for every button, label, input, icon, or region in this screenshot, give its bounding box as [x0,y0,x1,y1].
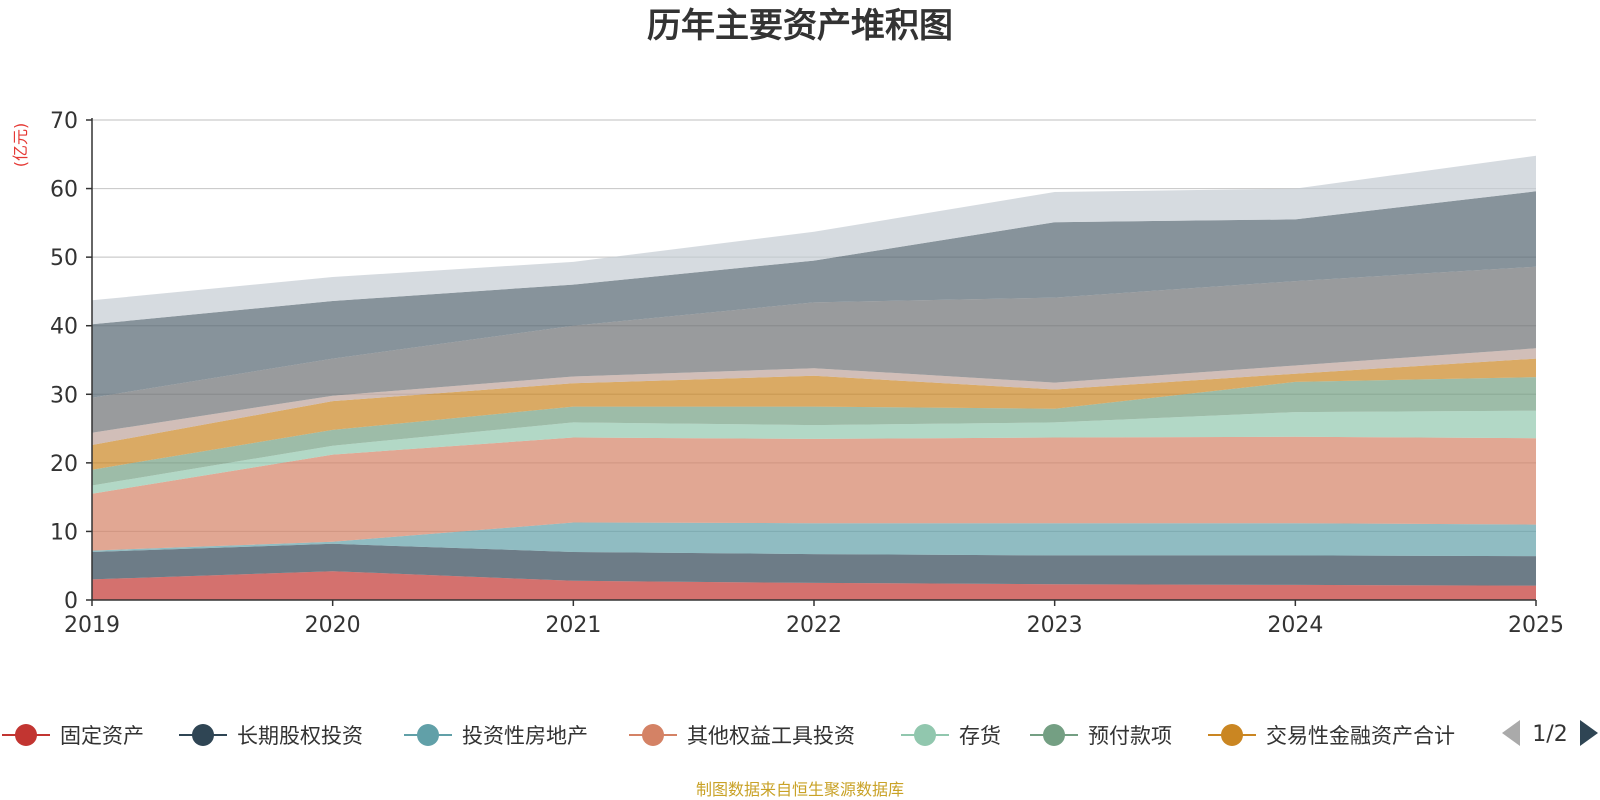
legend-marker-icon [642,724,664,746]
x-tick-label: 2022 [786,613,842,638]
x-tick-label: 2020 [305,613,361,638]
y-tick-label: 60 [50,178,78,203]
data-source-note: 制图数据来自恒生聚源数据库 [696,780,904,799]
legend-marker-icon [1221,724,1243,746]
area-series-6[interactable] [92,358,1536,470]
area-series-2[interactable] [92,522,1536,557]
pager-page-indicator: 1/2 [1532,722,1567,747]
x-tick-label: 2021 [545,613,601,638]
area-series-group [92,155,1536,600]
x-tick-label: 2023 [1027,613,1083,638]
legend-marker-icon [192,724,214,746]
y-axis-unit-label: (亿元) [11,123,30,168]
legend-label: 投资性房地产 [462,724,588,748]
x-tick-label: 2025 [1508,613,1564,638]
x-tick-label: 2024 [1267,613,1323,638]
legend-item[interactable]: 长期股权投资 [179,724,363,748]
y-tick-label: 10 [50,520,78,545]
y-tick-label: 70 [50,109,78,134]
legend-marker-icon [15,724,37,746]
chart-title: 历年主要资产堆积图 [647,6,953,46]
y-tick-label: 0 [64,589,78,614]
legend-marker-icon [914,724,936,746]
legend-item[interactable]: 交易性金融资产合计 [1208,724,1455,748]
legend-label: 存货 [959,724,1001,748]
y-tick-label: 20 [50,452,78,477]
legend-label: 其他权益工具投资 [687,724,855,748]
area-series-5[interactable] [92,377,1536,486]
y-tick-label: 30 [50,383,78,408]
legend-item[interactable]: 其他权益工具投资 [629,724,855,748]
legend-pager: 1/2 [1502,720,1598,747]
area-series-10[interactable] [92,155,1536,325]
area-series-4[interactable] [92,410,1536,494]
area-series-9[interactable] [92,191,1536,398]
y-tick-label: 40 [50,315,78,340]
pager-prev-icon[interactable] [1502,720,1520,746]
legend: 固定资产 长期股权投资 投资性房地产 其他权益工具投资 存货 预付款项 交易性金融资产合计 [2,724,1455,748]
area-series-1[interactable] [92,543,1536,586]
axes: 0 10 20 30 40 50 60 70 2019 2020 2021 2022 2023 2024 2… [50,109,1564,638]
legend-label: 交易性金融资产合计 [1266,724,1455,748]
legend-item[interactable]: 固定资产 [2,724,144,748]
y-tick-label: 50 [50,246,78,271]
area-series-8[interactable] [92,266,1536,433]
pager-next-icon[interactable] [1580,720,1598,746]
legend-label: 固定资产 [60,724,144,748]
area-series-0[interactable] [92,571,1536,600]
legend-item[interactable]: 预付款项 [1030,724,1172,748]
area-series-7[interactable] [92,348,1536,445]
x-tick-label: 2019 [64,613,120,638]
area-series-3[interactable] [92,436,1536,551]
legend-item[interactable]: 存货 [901,724,1001,748]
legend-marker-icon [417,724,439,746]
legend-item[interactable]: 投资性房地产 [404,724,588,748]
legend-label: 长期股权投资 [237,724,363,748]
legend-marker-icon [1043,724,1065,746]
legend-label: 预付款项 [1088,724,1172,748]
